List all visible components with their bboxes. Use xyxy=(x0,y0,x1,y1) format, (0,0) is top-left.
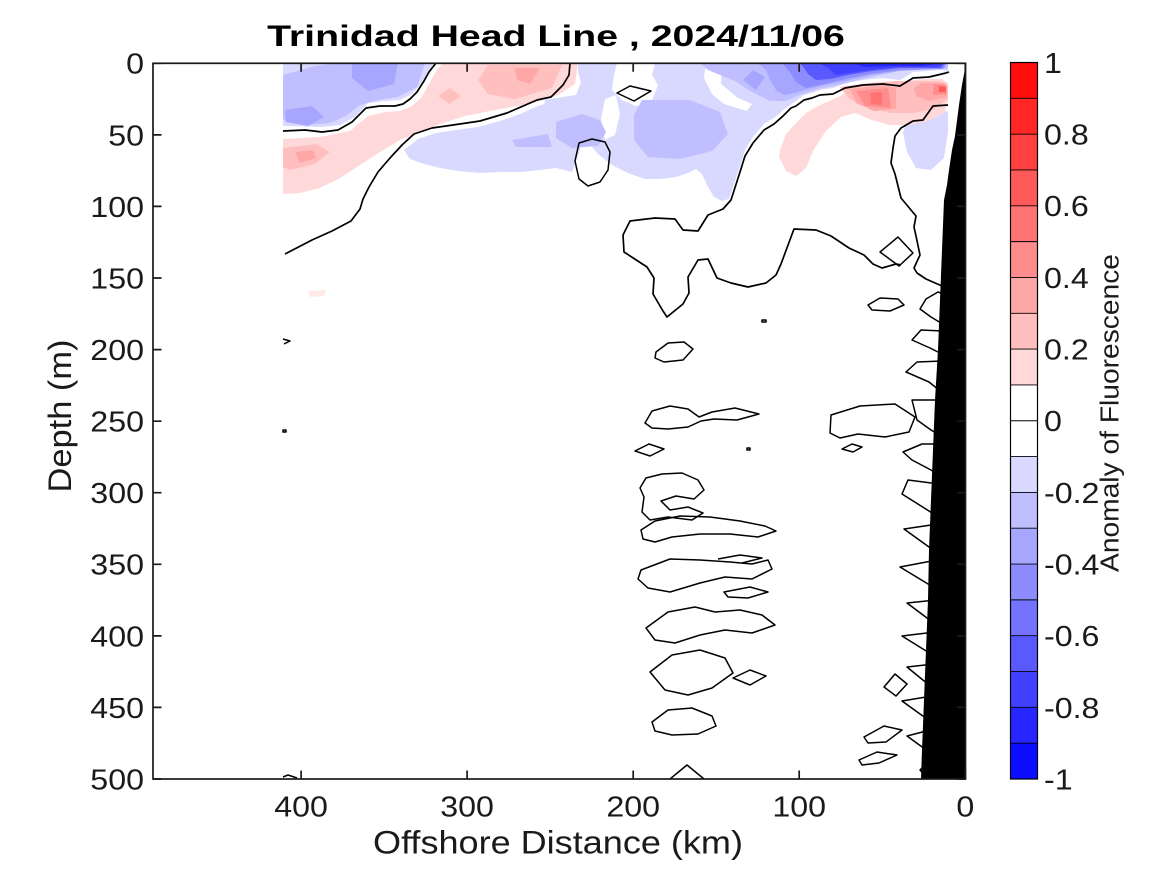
svg-text:300: 300 xyxy=(440,791,494,823)
svg-text:50: 50 xyxy=(108,120,144,152)
svg-text:-0.6: -0.6 xyxy=(1044,621,1099,653)
svg-text:-0.4: -0.4 xyxy=(1044,549,1099,581)
svg-text:350: 350 xyxy=(90,549,144,581)
svg-text:Anomaly of Fluorescence: Anomaly of Fluorescence xyxy=(1095,254,1125,572)
svg-text:Trinidad Head Line , 2024/11/0: Trinidad Head Line , 2024/11/06 xyxy=(267,21,845,53)
svg-text:150: 150 xyxy=(90,263,144,295)
svg-text:0.8: 0.8 xyxy=(1044,119,1089,151)
svg-text:0: 0 xyxy=(1044,406,1062,438)
svg-text:400: 400 xyxy=(90,621,144,653)
svg-text:250: 250 xyxy=(90,406,144,438)
svg-text:0.6: 0.6 xyxy=(1044,191,1089,223)
svg-text:0: 0 xyxy=(126,48,144,80)
svg-text:-1: -1 xyxy=(1044,764,1073,796)
svg-text:-0.2: -0.2 xyxy=(1044,477,1099,509)
svg-text:450: 450 xyxy=(90,692,144,724)
svg-text:100: 100 xyxy=(772,791,826,823)
svg-text:-0.8: -0.8 xyxy=(1044,692,1099,724)
svg-text:100: 100 xyxy=(90,191,144,223)
svg-text:300: 300 xyxy=(90,478,144,510)
svg-text:0.4: 0.4 xyxy=(1044,262,1089,294)
svg-text:200: 200 xyxy=(90,334,144,366)
svg-text:0.2: 0.2 xyxy=(1044,334,1089,366)
svg-text:Depth (m): Depth (m) xyxy=(43,340,79,493)
svg-text:400: 400 xyxy=(274,791,328,823)
svg-text:0: 0 xyxy=(956,791,974,823)
svg-text:200: 200 xyxy=(606,791,660,823)
svg-text:500: 500 xyxy=(90,764,144,796)
svg-text:1: 1 xyxy=(1044,47,1062,79)
svg-text:Offshore Distance (km): Offshore Distance (km) xyxy=(373,825,743,861)
